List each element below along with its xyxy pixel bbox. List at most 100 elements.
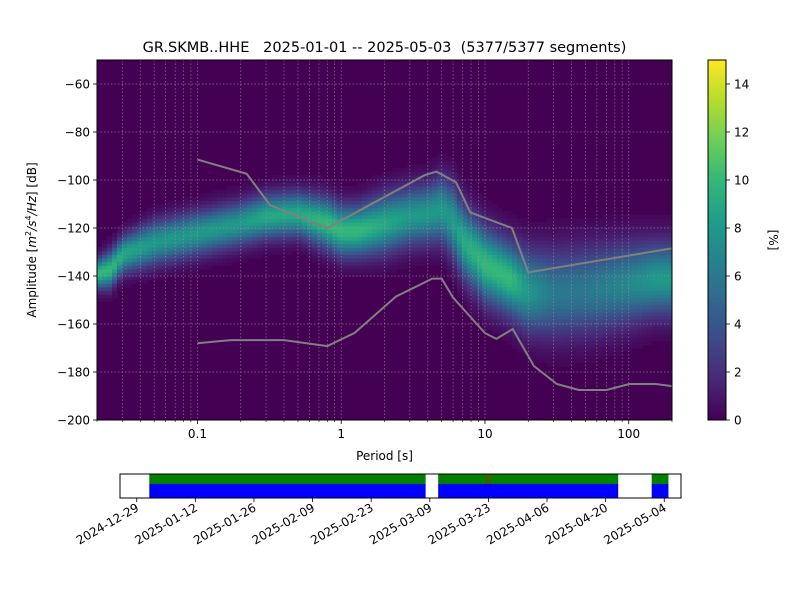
heatmap-cell	[527, 312, 533, 317]
heatmap-cell	[267, 207, 273, 212]
heatmap-cell	[417, 189, 423, 194]
heatmap-cell	[172, 254, 178, 259]
heatmap-cell	[537, 283, 543, 288]
heatmap-cell	[647, 319, 653, 324]
heatmap-cell	[527, 308, 533, 313]
heatmap-cell	[202, 229, 208, 234]
heatmap-cell	[592, 297, 598, 302]
heatmap-cell	[462, 268, 468, 273]
heatmap-cell	[577, 294, 583, 299]
heatmap-cell	[237, 250, 243, 255]
heatmap-cell	[467, 279, 473, 284]
heatmap-cell	[317, 218, 323, 223]
heatmap-cell	[567, 222, 573, 227]
heatmap-cell	[477, 196, 483, 201]
heatmap-cell	[577, 283, 583, 288]
heatmap-cell	[632, 322, 638, 327]
heatmap-cell	[187, 254, 193, 259]
heatmap-cell	[267, 178, 273, 183]
heatmap-cell	[517, 330, 523, 335]
heatmap-cell	[167, 218, 173, 223]
heatmap-cell	[602, 240, 608, 245]
heatmap-cell	[222, 261, 228, 266]
heatmap-cell	[302, 214, 308, 219]
heatmap-cell	[607, 243, 613, 248]
heatmap-cell	[542, 294, 548, 299]
heatmap-cell	[307, 225, 313, 230]
heatmap-cell	[342, 211, 348, 216]
heatmap-cell	[652, 236, 658, 241]
heatmap-cell	[232, 258, 238, 263]
heatmap-cell	[392, 254, 398, 259]
heatmap-cell	[577, 326, 583, 331]
heatmap-cell	[602, 290, 608, 295]
heatmap-cell	[247, 232, 253, 237]
heatmap-cell	[617, 294, 623, 299]
heatmap-cell	[547, 330, 553, 335]
heatmap-cell	[552, 272, 558, 277]
heatmap-cell	[567, 265, 573, 270]
heatmap-cell	[507, 294, 513, 299]
heatmap-cell	[507, 232, 513, 237]
heatmap-cell	[447, 200, 453, 205]
heatmap-cell	[627, 236, 633, 241]
heatmap-cell	[587, 283, 593, 288]
heatmap-cell	[302, 236, 308, 241]
heatmap-cell	[322, 240, 328, 245]
heatmap-cell	[567, 254, 573, 259]
heatmap-cell	[297, 236, 303, 241]
heatmap-cell	[382, 186, 388, 191]
heatmap-cell	[632, 340, 638, 345]
heatmap-cell	[407, 182, 413, 187]
heatmap-cell	[642, 315, 648, 320]
heatmap-cell	[207, 204, 213, 209]
heatmap-cell	[287, 200, 293, 205]
heatmap-cell	[467, 286, 473, 291]
heatmap-cell	[542, 315, 548, 320]
heatmap-cell	[462, 214, 468, 219]
x-axis-ticks: 0.1 1 10 100	[96, 420, 673, 441]
heatmap-cell	[602, 315, 608, 320]
heatmap-cell	[632, 333, 638, 338]
heatmap-cell	[622, 330, 628, 335]
heatmap-cell	[412, 189, 418, 194]
heatmap-cell	[607, 240, 613, 245]
heatmap-cell	[467, 301, 473, 306]
heatmap-cell	[192, 222, 198, 227]
heatmap-cell	[402, 200, 408, 205]
heatmap-cell	[167, 214, 173, 219]
heatmap-cell	[417, 236, 423, 241]
heatmap-cell	[422, 182, 428, 187]
heatmap-cell	[657, 268, 663, 273]
heatmap-cell	[332, 229, 338, 234]
heatmap-cell	[337, 222, 343, 227]
heatmap-cell	[397, 240, 403, 245]
heatmap-cell	[497, 312, 503, 317]
heatmap-cell	[517, 258, 523, 263]
heatmap-cell	[192, 204, 198, 209]
heatmap-cell	[97, 247, 103, 252]
heatmap-cell	[132, 232, 138, 237]
heatmap-cell	[197, 229, 203, 234]
heatmap-cell	[527, 337, 533, 342]
heatmap-cell	[207, 193, 213, 198]
heatmap-cell	[522, 222, 528, 227]
heatmap-cell	[422, 168, 428, 173]
heatmap-cell	[307, 229, 313, 234]
heatmap-cell	[662, 265, 668, 270]
heatmap-cell	[477, 240, 483, 245]
heatmap-cell	[327, 204, 333, 209]
heatmap-cell	[182, 247, 188, 252]
heatmap-cell	[342, 193, 348, 198]
heatmap-cell	[572, 322, 578, 327]
heatmap-cell	[537, 358, 543, 363]
heatmap-cell	[597, 250, 603, 255]
heatmap-cell	[247, 225, 253, 230]
heatmap-cell	[282, 222, 288, 227]
heatmap-cell	[312, 236, 318, 241]
heatmap-cell	[207, 196, 213, 201]
heatmap-cell	[477, 211, 483, 216]
heatmap-cell	[642, 304, 648, 309]
heatmap-cell	[552, 243, 558, 248]
heatmap-cell	[552, 326, 558, 331]
